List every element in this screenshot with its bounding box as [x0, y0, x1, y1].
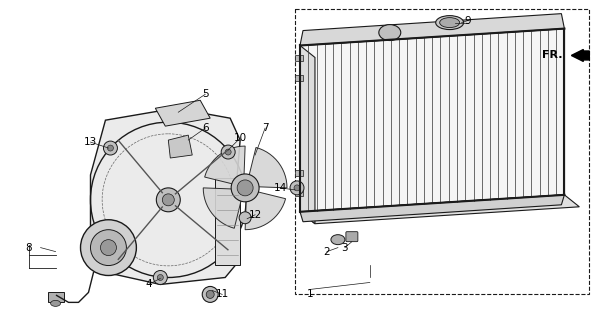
Circle shape — [237, 180, 253, 196]
Ellipse shape — [440, 18, 460, 28]
Bar — [295, 190, 303, 196]
Text: 13: 13 — [84, 137, 97, 147]
Polygon shape — [245, 191, 285, 230]
Circle shape — [156, 188, 180, 212]
Polygon shape — [168, 135, 192, 158]
Bar — [295, 76, 303, 81]
Polygon shape — [300, 28, 564, 212]
Circle shape — [239, 212, 251, 224]
Ellipse shape — [331, 235, 345, 244]
Polygon shape — [91, 108, 240, 284]
Bar — [295, 55, 303, 61]
Bar — [295, 9, 590, 294]
Text: 6: 6 — [202, 123, 209, 133]
Ellipse shape — [50, 300, 61, 306]
Text: FR.: FR. — [543, 51, 563, 60]
Circle shape — [81, 220, 136, 276]
Polygon shape — [300, 195, 564, 222]
Text: 14: 14 — [273, 183, 287, 193]
Polygon shape — [300, 14, 564, 45]
Text: 5: 5 — [202, 89, 209, 99]
Text: 2: 2 — [323, 247, 331, 257]
Circle shape — [206, 291, 214, 298]
Polygon shape — [203, 188, 242, 228]
Bar — [295, 170, 303, 176]
Polygon shape — [300, 45, 315, 224]
Text: 9: 9 — [465, 16, 471, 26]
Circle shape — [153, 270, 167, 284]
Ellipse shape — [436, 16, 463, 29]
Bar — [47, 292, 64, 302]
FancyArrow shape — [572, 50, 590, 61]
Circle shape — [225, 149, 231, 155]
Polygon shape — [300, 195, 579, 224]
Text: 11: 11 — [216, 289, 229, 300]
Polygon shape — [248, 148, 287, 188]
Circle shape — [157, 275, 163, 280]
Polygon shape — [205, 146, 245, 185]
Text: 8: 8 — [25, 243, 32, 252]
Circle shape — [91, 230, 126, 266]
Circle shape — [100, 240, 117, 256]
Text: 10: 10 — [234, 133, 246, 143]
Circle shape — [162, 194, 174, 206]
Circle shape — [290, 181, 304, 195]
Text: 1: 1 — [307, 289, 313, 300]
Circle shape — [221, 145, 235, 159]
Text: 12: 12 — [248, 210, 261, 220]
Text: 4: 4 — [145, 279, 151, 290]
Text: 7: 7 — [262, 123, 269, 133]
Polygon shape — [155, 100, 210, 126]
Text: 3: 3 — [341, 243, 348, 252]
Ellipse shape — [379, 25, 401, 41]
Circle shape — [108, 145, 114, 151]
Circle shape — [231, 174, 259, 202]
FancyBboxPatch shape — [346, 232, 358, 242]
Polygon shape — [215, 178, 240, 265]
Circle shape — [202, 286, 218, 302]
Circle shape — [294, 185, 300, 191]
Circle shape — [103, 141, 117, 155]
